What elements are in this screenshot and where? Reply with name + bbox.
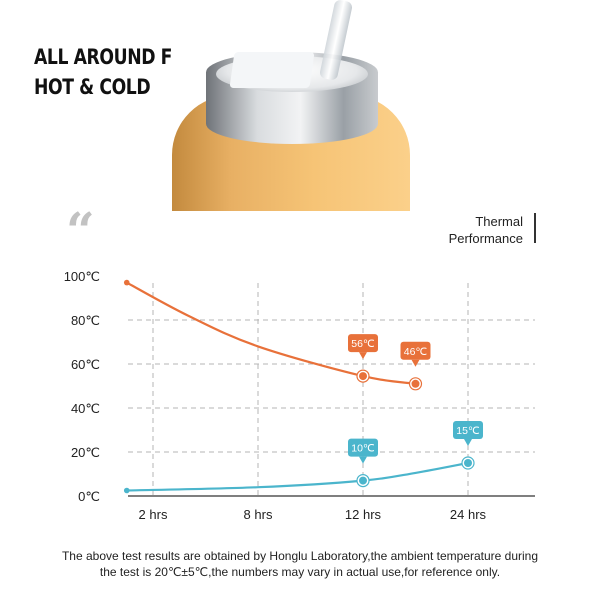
footnote-line1: The above test results are obtained by H… xyxy=(61,549,539,563)
series-line-cold xyxy=(126,461,469,492)
data-label-cold: 10℃ xyxy=(351,443,375,455)
series-start-point-hot xyxy=(123,279,130,286)
x-tick-label: 8 hrs xyxy=(244,507,273,522)
data-label-bubble-cold xyxy=(348,438,378,457)
data-label-bubble-cold xyxy=(453,421,483,439)
chart-title: Thermal Performance xyxy=(449,213,523,247)
headline-line2: HOT & COLD xyxy=(34,75,151,99)
y-tick-label: 0℃ xyxy=(78,489,100,504)
y-tick-label: 100℃ xyxy=(64,269,100,284)
data-label-hot: 46℃ xyxy=(404,346,428,358)
series-start-point-cold xyxy=(123,487,130,494)
data-label-bubble-hot xyxy=(400,341,431,360)
data-label-pointer-hot xyxy=(411,359,420,367)
y-tick-label: 60℃ xyxy=(71,357,100,372)
data-point-cold xyxy=(359,476,367,485)
data-label-pointer-cold xyxy=(464,439,472,446)
data-point-hot xyxy=(411,379,420,388)
footnote: The above test results are obtained by H… xyxy=(0,548,600,580)
chart-title-line2: Performance xyxy=(448,231,523,246)
data-point-cold xyxy=(464,459,472,467)
chart-title-line1: Thermal xyxy=(475,214,523,229)
y-tick-label: 40℃ xyxy=(71,401,100,416)
data-label-cold: 15℃ xyxy=(456,425,480,437)
data-point-hot xyxy=(359,372,367,381)
data-label-pointer-hot xyxy=(359,352,367,360)
headline: ALL AROUND FOR HOT & COLD xyxy=(34,42,200,102)
y-tick-label: 80℃ xyxy=(71,313,100,328)
quote-mark-icon: “ xyxy=(66,201,95,260)
title-divider xyxy=(534,213,536,243)
footnote-line2: the test is 20℃±5℃,the numbers may vary … xyxy=(99,565,501,579)
data-label-bubble-hot xyxy=(348,334,378,353)
x-tick-label: 2 hrs xyxy=(139,507,168,522)
y-tick-label: 20℃ xyxy=(71,445,100,460)
product-image-bottle xyxy=(172,0,410,211)
data-label-pointer-cold xyxy=(359,456,367,464)
x-tick-label: 24 hrs xyxy=(450,507,487,522)
series-line-hot xyxy=(126,281,416,385)
x-tick-label: 12 hrs xyxy=(345,507,382,522)
data-label-hot: 56℃ xyxy=(351,338,375,350)
headline-line1: ALL AROUND FOR xyxy=(34,45,200,69)
